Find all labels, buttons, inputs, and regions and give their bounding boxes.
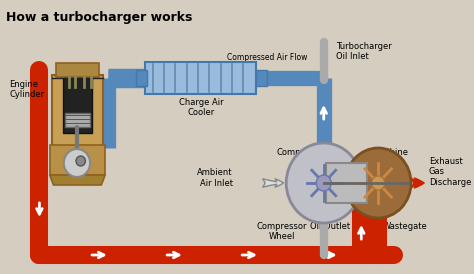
- Text: Compressed Air Flow: Compressed Air Flow: [227, 53, 308, 62]
- Bar: [63, 78, 92, 133]
- Text: Charge Air
Cooler: Charge Air Cooler: [179, 98, 223, 117]
- Text: Compressor: Compressor: [277, 148, 328, 157]
- Text: Compressor
Wheel: Compressor Wheel: [256, 222, 307, 241]
- Bar: [65, 113, 90, 127]
- Bar: [56, 63, 99, 77]
- Bar: [146, 62, 256, 94]
- Text: Oil Outlet: Oil Outlet: [310, 222, 350, 231]
- Text: Wastegate: Wastegate: [383, 222, 428, 231]
- Text: Exhaust
Gas
Discharge: Exhaust Gas Discharge: [429, 157, 471, 187]
- Polygon shape: [50, 175, 105, 185]
- Text: Engine
Cylinder: Engine Cylinder: [9, 80, 45, 99]
- Circle shape: [76, 156, 85, 166]
- Text: How a turbocharger works: How a turbocharger works: [6, 11, 192, 24]
- Text: Ambient
Air Inlet: Ambient Air Inlet: [197, 168, 233, 188]
- Circle shape: [286, 143, 361, 223]
- Text: Turbine
Wheel: Turbine Wheel: [377, 148, 408, 167]
- Circle shape: [64, 149, 90, 177]
- Text: Turbocharger
Oil Inlet: Turbocharger Oil Inlet: [336, 42, 392, 61]
- Bar: [256, 70, 267, 86]
- Circle shape: [372, 176, 385, 190]
- Bar: [50, 145, 105, 175]
- Circle shape: [316, 175, 331, 191]
- Bar: [136, 70, 147, 86]
- Bar: [326, 163, 367, 203]
- Bar: [52, 75, 103, 180]
- Circle shape: [346, 148, 411, 218]
